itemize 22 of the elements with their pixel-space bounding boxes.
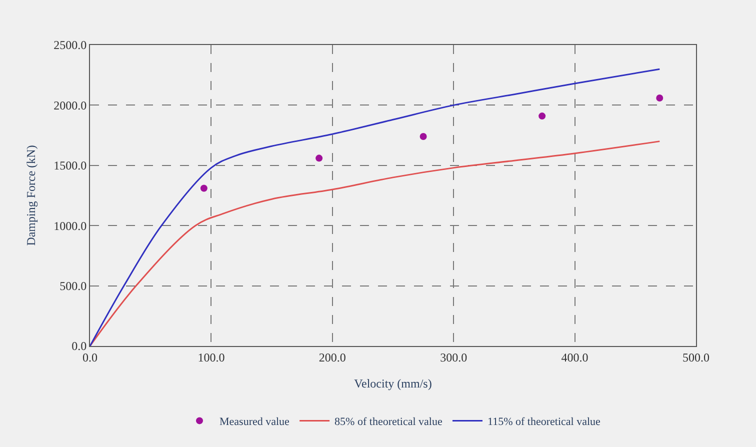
y-axis-title: Damping Force (kN)	[24, 145, 38, 246]
x-tick-label: 400.0	[561, 350, 588, 364]
legend-label: 115% of theoretical value	[487, 416, 601, 428]
y-tick-label: 500.0	[60, 279, 87, 293]
x-tick-label: 200.0	[318, 350, 346, 364]
legend-label: 85% of theoretical value	[334, 416, 442, 428]
y-tick-label: 1500.0	[54, 158, 87, 173]
point	[200, 184, 208, 192]
x-axis-title: Velocity (mm/s)	[354, 376, 432, 390]
x-tick-label: 300.0	[440, 350, 468, 364]
x-tick-label: 500.0	[682, 350, 710, 364]
line-series	[90, 68, 660, 346]
point	[420, 133, 427, 140]
point	[316, 154, 323, 162]
legend-label: Measured value	[220, 416, 290, 428]
y-tick-label: 2500.0	[54, 38, 87, 52]
y-tick-label: 1000.0	[54, 218, 87, 233]
x-tick-label: 100.0	[198, 350, 225, 364]
point	[538, 112, 546, 120]
point	[656, 94, 664, 102]
y-tick-label: 2000.0	[54, 98, 87, 112]
line-series	[90, 140, 660, 346]
